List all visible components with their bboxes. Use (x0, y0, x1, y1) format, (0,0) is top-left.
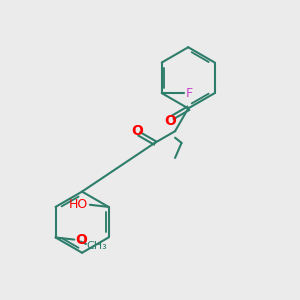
Text: O: O (75, 232, 87, 247)
Text: F: F (185, 87, 193, 100)
Text: CH₃: CH₃ (86, 241, 107, 250)
Text: O: O (165, 114, 177, 128)
Text: HO: HO (69, 198, 88, 211)
Text: O: O (131, 124, 143, 138)
